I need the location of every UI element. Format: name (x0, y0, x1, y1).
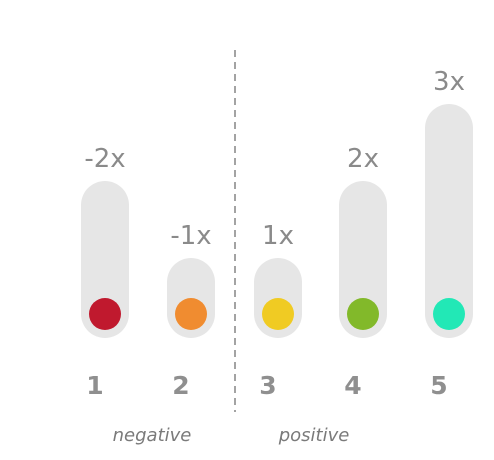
bar-dot-4 (347, 298, 379, 330)
multiplier-label-3: 1x (262, 221, 294, 251)
bar-track-5 (425, 104, 473, 338)
bar-dot-5 (433, 298, 465, 330)
multiplier-label-4: 2x (347, 144, 379, 174)
rank-label-1: 1 (86, 371, 103, 400)
group-label-positive: positive (278, 425, 350, 446)
bar-track-4 (339, 181, 387, 338)
multiplier-label-5: 3x (433, 67, 465, 97)
group-label-negative: negative (113, 425, 192, 446)
bar-track-1 (81, 181, 129, 338)
rank-label-5: 5 (430, 371, 447, 400)
multiplier-label-1: -2x (84, 144, 125, 174)
multiplier-label-2: -1x (170, 221, 211, 251)
bar-dot-3 (262, 298, 294, 330)
rank-label-2: 2 (172, 371, 189, 400)
rank-label-3: 3 (259, 371, 276, 400)
bars-group: -2x 1 -1x 2 1x 3 2x 4 3x 5 (81, 67, 473, 400)
bar-dot-2 (175, 298, 207, 330)
rank-label-4: 4 (344, 371, 361, 400)
bar-dot-1 (89, 298, 121, 330)
